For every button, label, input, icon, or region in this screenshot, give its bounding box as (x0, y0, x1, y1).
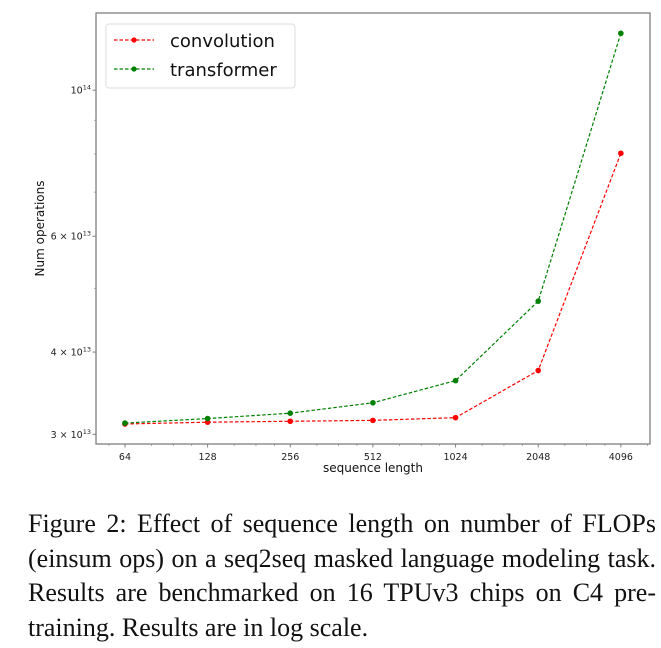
data-point-convolution (452, 414, 459, 421)
series-line-convolution (124, 153, 622, 425)
x-tick-label: 256 (281, 452, 299, 463)
series-line-transformer (124, 33, 622, 424)
data-point-transformer (370, 399, 376, 406)
data-point-transformer (122, 420, 128, 426)
plot-frame (95, 12, 651, 445)
data-point-convolution (370, 417, 376, 424)
legend-label-convolution: convolution (170, 31, 275, 52)
flops-line-chart: 64 128 256 512 1024 2048 4096 3 × 1013 4 × 1013… (33, 12, 651, 475)
data-point-transformer (204, 415, 211, 422)
minor-ticks (94, 119, 648, 446)
data-point-transformer (618, 30, 624, 37)
x-tick-label: 128 (199, 452, 217, 463)
x-tick-label: 512 (364, 452, 382, 463)
y-tick-label: 4 × 1013 (51, 346, 91, 359)
x-tick-label: 2048 (526, 452, 550, 463)
x-tick-label: 64 (119, 452, 131, 463)
data-point-transformer (287, 410, 294, 416)
y-tick-label: 6 × 1013 (51, 230, 91, 243)
data-point-transformer (452, 377, 459, 384)
data-point-convolution (535, 367, 542, 374)
data-point-convolution (287, 418, 294, 425)
x-tick-label: 1024 (443, 452, 467, 463)
x-axis-ticks: 64 128 256 512 1024 2048 4096 (119, 444, 633, 463)
legend-marker-convolution (131, 37, 137, 43)
legend: convolution transformer (105, 23, 296, 89)
series-layer (122, 30, 624, 427)
legend-marker-transformer (131, 66, 137, 72)
y-tick-label: 1014 (71, 84, 91, 97)
data-point-convolution (618, 150, 624, 157)
x-axis-label: sequence length (323, 461, 423, 475)
legend-entry-transformer: transformer (114, 60, 277, 81)
data-point-transformer (535, 298, 542, 304)
x-tick-label: 4096 (609, 452, 633, 463)
y-tick-label: 3 × 1013 (51, 428, 91, 441)
legend-label-transformer: transformer (170, 60, 277, 81)
figure-caption: Figure 2: Effect of sequence length on n… (28, 509, 656, 642)
y-axis-label: Num operations (33, 181, 47, 277)
legend-entry-convolution: convolution (114, 31, 275, 52)
y-axis-ticks: 3 × 1013 4 × 1013 6 × 1013 1014 (51, 84, 96, 441)
